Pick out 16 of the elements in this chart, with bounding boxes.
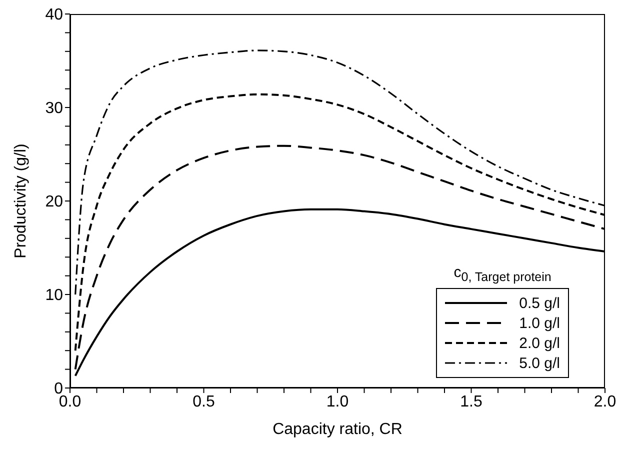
y-tick-label: 10 <box>45 287 64 304</box>
legend-title: c$_{0, Target protein}$ <box>454 264 552 284</box>
x-axis-title: Capacity ratio, CR <box>272 421 402 438</box>
x-tick-label: 1.5 <box>460 393 482 410</box>
x-tick-label: 0.5 <box>192 393 215 410</box>
legend-label: 1.0 g/l <box>519 314 560 332</box>
y-tick-label: 20 <box>45 194 64 211</box>
legend-label: 5.0 g/l <box>519 354 560 372</box>
y-tick-label: 40 <box>45 6 64 24</box>
x-tick-label: 2.0 <box>594 393 616 410</box>
legend-label: 2.0 g/l <box>519 334 560 352</box>
x-tick-label: 0.0 <box>58 393 82 410</box>
x-tick-label: 1.0 <box>326 393 349 410</box>
legend-label: 0.5 g/l <box>519 294 560 312</box>
y-tick-label: 30 <box>45 100 64 118</box>
y-axis-title: Productivity (g/l) <box>12 144 30 258</box>
